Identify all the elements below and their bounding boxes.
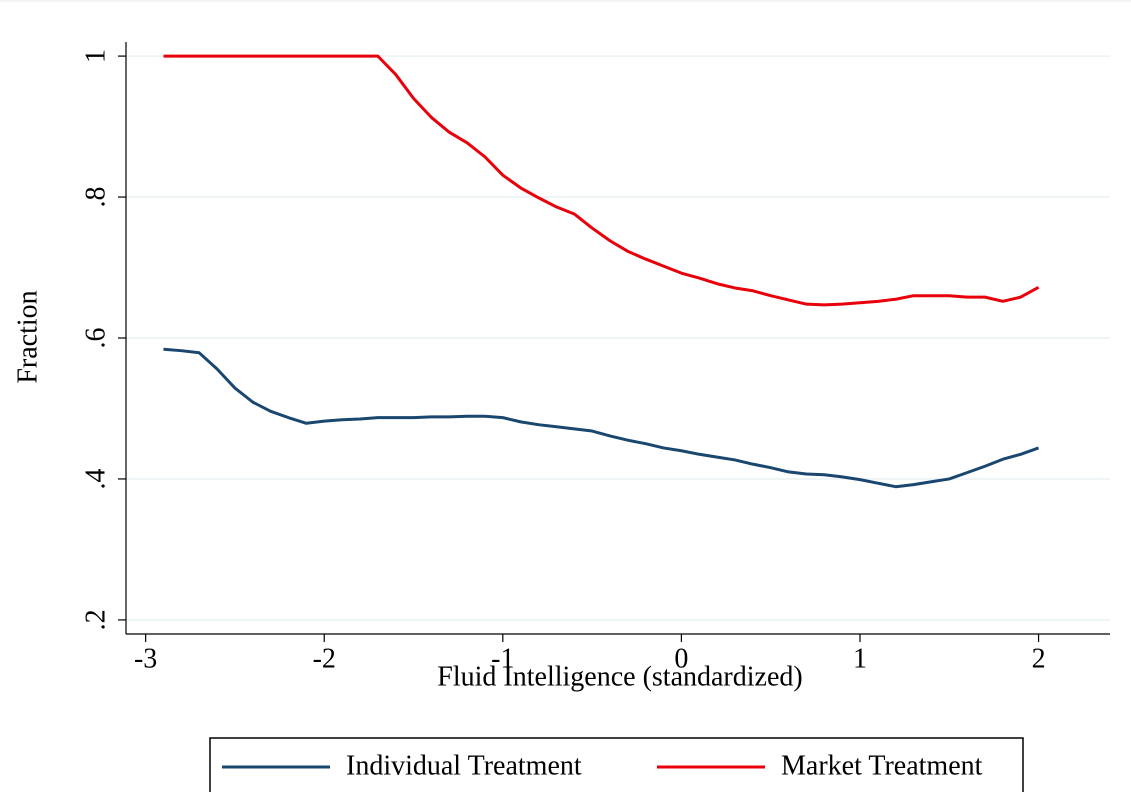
x-tick-label: 2 [1032, 643, 1046, 674]
x-tick-label: 0 [674, 643, 688, 674]
legend-label: Market Treatment [781, 750, 983, 781]
y-tick-label: .6 [80, 328, 111, 349]
x-tick-label: 1 [853, 643, 867, 674]
y-tick-label: .8 [80, 187, 111, 208]
y-tick-label: .2 [80, 609, 111, 630]
y-tick-label: 1 [80, 49, 111, 63]
series-line [163, 347, 1040, 489]
x-tick-label: -1 [491, 643, 514, 674]
legend-label: Individual Treatment [346, 750, 582, 781]
x-axis-label: Fluid Intelligence (standardized) [437, 661, 802, 692]
x-tick-label: -2 [313, 643, 336, 674]
y-axis-label: Fraction [12, 290, 43, 383]
y-tick-label: .4 [80, 468, 111, 489]
x-tick-label: -3 [134, 643, 157, 674]
series-line [163, 54, 1040, 307]
legend [209, 737, 1024, 792]
